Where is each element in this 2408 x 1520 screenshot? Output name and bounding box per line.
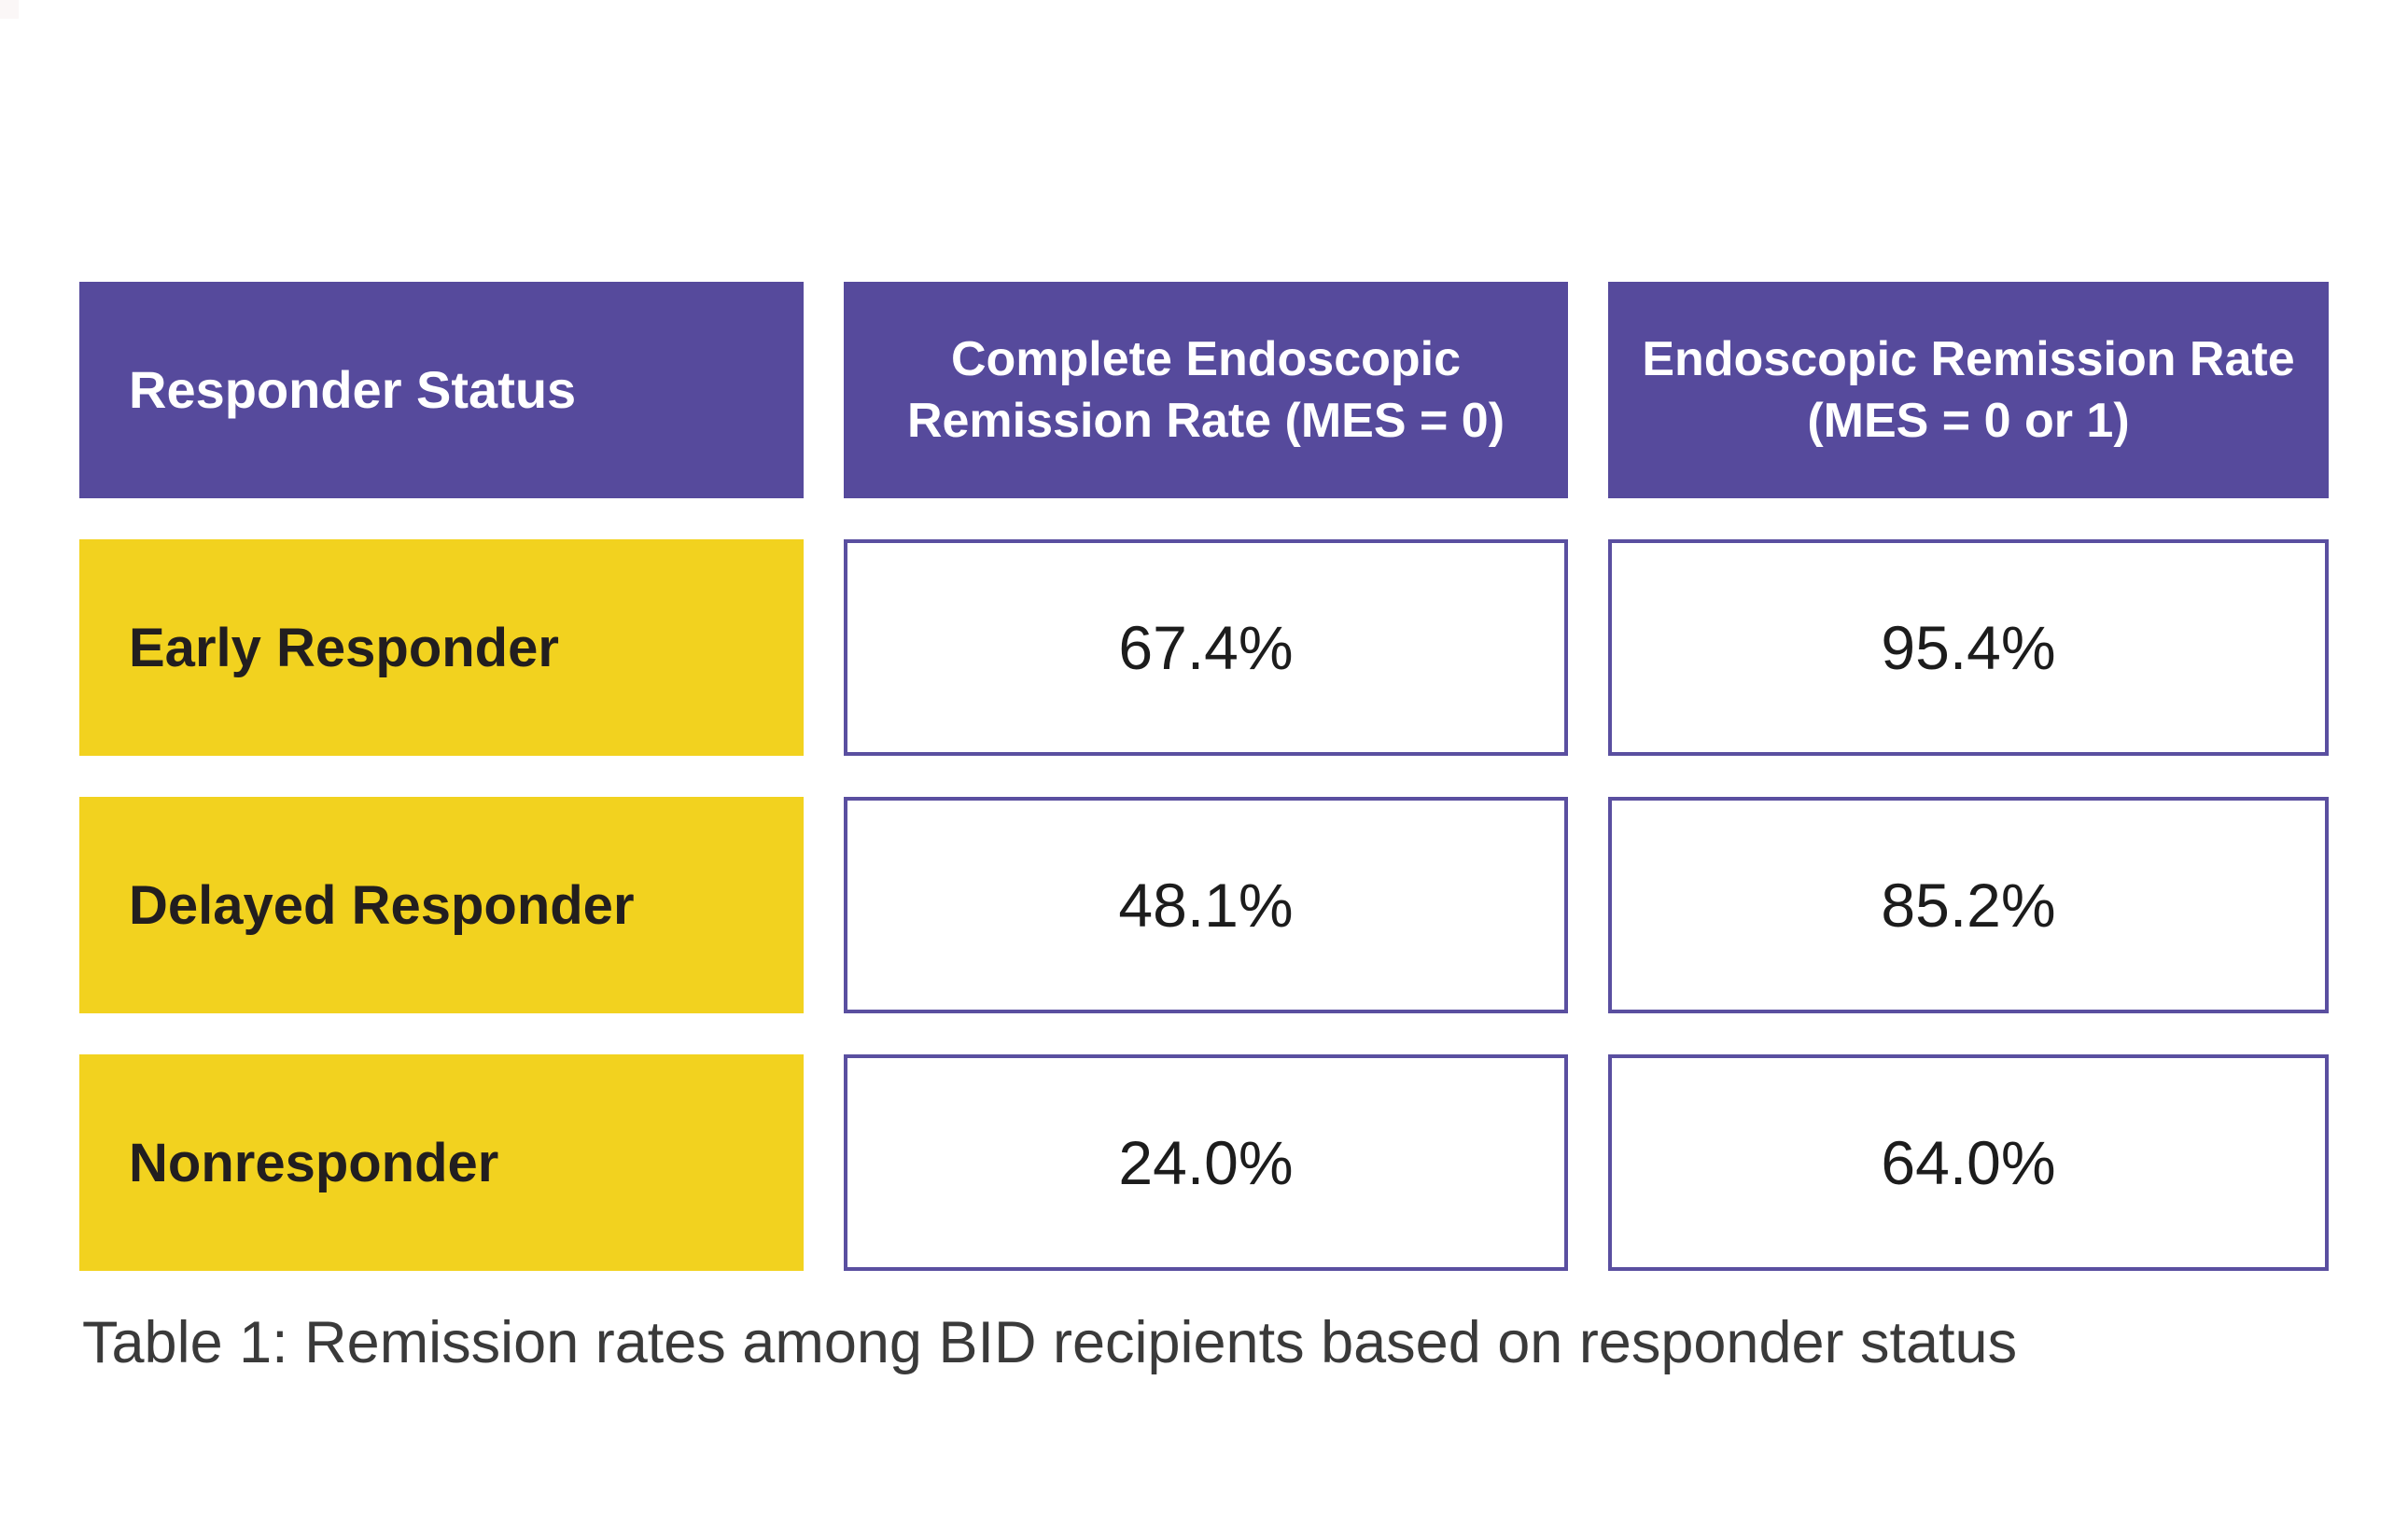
row-label-text: Early Responder: [129, 617, 559, 678]
value-cell-delayed-remission: 85.2%: [1608, 797, 2329, 1013]
value-text: 67.4%: [1118, 613, 1294, 682]
row-label-nonresponder: Nonresponder: [79, 1054, 804, 1271]
column-header-label: Complete Endoscopic Remission Rate (MES …: [906, 331, 1505, 448]
row-label-text: Delayed Responder: [129, 874, 635, 936]
value-cell-nonresponder-remission: 64.0%: [1608, 1054, 2329, 1271]
column-header-responder-status: Responder Status: [79, 282, 804, 498]
row-label-text: Nonresponder: [129, 1132, 499, 1193]
value-text: 64.0%: [1881, 1128, 2056, 1197]
value-text: 48.1%: [1118, 871, 1294, 940]
value-text: 85.2%: [1881, 871, 2056, 940]
value-cell-early-remission: 95.4%: [1608, 539, 2329, 756]
column-header-label: Responder Status: [129, 360, 577, 420]
value-text: 95.4%: [1881, 613, 2056, 682]
column-header-complete-endoscopic-remission: Complete Endoscopic Remission Rate (MES …: [844, 282, 1568, 498]
row-label-early-responder: Early Responder: [79, 539, 804, 756]
value-text: 24.0%: [1118, 1128, 1294, 1197]
column-header-label: Endoscopic Remission Rate (MES = 0 or 1): [1642, 331, 2295, 448]
row-label-delayed-responder: Delayed Responder: [79, 797, 804, 1013]
value-cell-early-complete-remission: 67.4%: [844, 539, 1568, 756]
column-header-endoscopic-remission: Endoscopic Remission Rate (MES = 0 or 1): [1608, 282, 2329, 498]
value-cell-nonresponder-complete-remission: 24.0%: [844, 1054, 1568, 1271]
table-caption: Table 1: Remission rates among BID recip…: [82, 1310, 2018, 1375]
corner-artifact: [0, 0, 19, 19]
value-cell-delayed-complete-remission: 48.1%: [844, 797, 1568, 1013]
remission-table: Responder Status Complete Endoscopic Rem…: [79, 282, 2329, 1271]
